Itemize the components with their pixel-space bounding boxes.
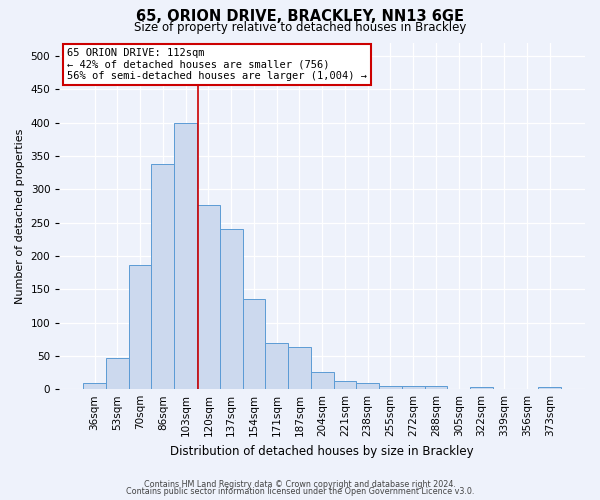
Bar: [425, 386, 448, 389]
Text: Contains public sector information licensed under the Open Government Licence v3: Contains public sector information licen…: [126, 488, 474, 496]
Bar: [356, 383, 379, 389]
Bar: [220, 229, 242, 389]
Text: 65, ORION DRIVE, BRACKLEY, NN13 6GE: 65, ORION DRIVE, BRACKLEY, NN13 6GE: [136, 9, 464, 24]
X-axis label: Distribution of detached houses by size in Brackley: Distribution of detached houses by size …: [170, 444, 474, 458]
Bar: [242, 298, 265, 389]
Bar: [129, 265, 151, 389]
Bar: [402, 386, 425, 389]
Bar: [197, 205, 220, 389]
Y-axis label: Number of detached properties: Number of detached properties: [15, 128, 25, 304]
Bar: [379, 386, 402, 389]
Bar: [311, 372, 334, 389]
Bar: [538, 386, 561, 389]
Bar: [106, 358, 129, 389]
Bar: [288, 347, 311, 389]
Text: 65 ORION DRIVE: 112sqm
← 42% of detached houses are smaller (756)
56% of semi-de: 65 ORION DRIVE: 112sqm ← 42% of detached…: [67, 48, 367, 81]
Bar: [83, 383, 106, 389]
Bar: [334, 380, 356, 389]
Text: Contains HM Land Registry data © Crown copyright and database right 2024.: Contains HM Land Registry data © Crown c…: [144, 480, 456, 489]
Bar: [174, 122, 197, 389]
Bar: [151, 164, 174, 389]
Bar: [265, 342, 288, 389]
Bar: [470, 386, 493, 389]
Text: Size of property relative to detached houses in Brackley: Size of property relative to detached ho…: [134, 21, 466, 34]
